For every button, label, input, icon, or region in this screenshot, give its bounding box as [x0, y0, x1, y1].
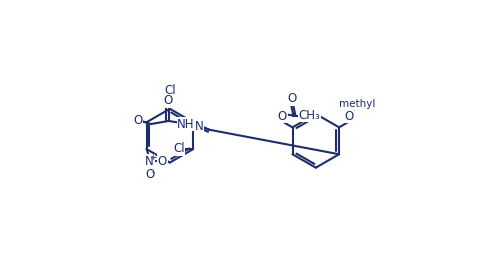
Text: NH: NH — [177, 118, 195, 131]
Text: N: N — [145, 155, 154, 168]
Text: O: O — [278, 110, 287, 123]
Text: O: O — [287, 92, 296, 105]
Text: O: O — [145, 168, 154, 181]
Text: O: O — [345, 110, 354, 123]
Text: O: O — [158, 155, 167, 168]
Text: methyl: methyl — [339, 99, 375, 109]
Text: CH₃: CH₃ — [299, 109, 320, 122]
Text: ⁻: ⁻ — [151, 170, 156, 179]
Text: N: N — [195, 120, 203, 133]
Text: Cl: Cl — [173, 142, 185, 155]
Text: +: + — [149, 153, 157, 162]
Text: O: O — [133, 114, 142, 127]
Text: O: O — [163, 94, 173, 108]
Text: Cl: Cl — [164, 84, 176, 97]
